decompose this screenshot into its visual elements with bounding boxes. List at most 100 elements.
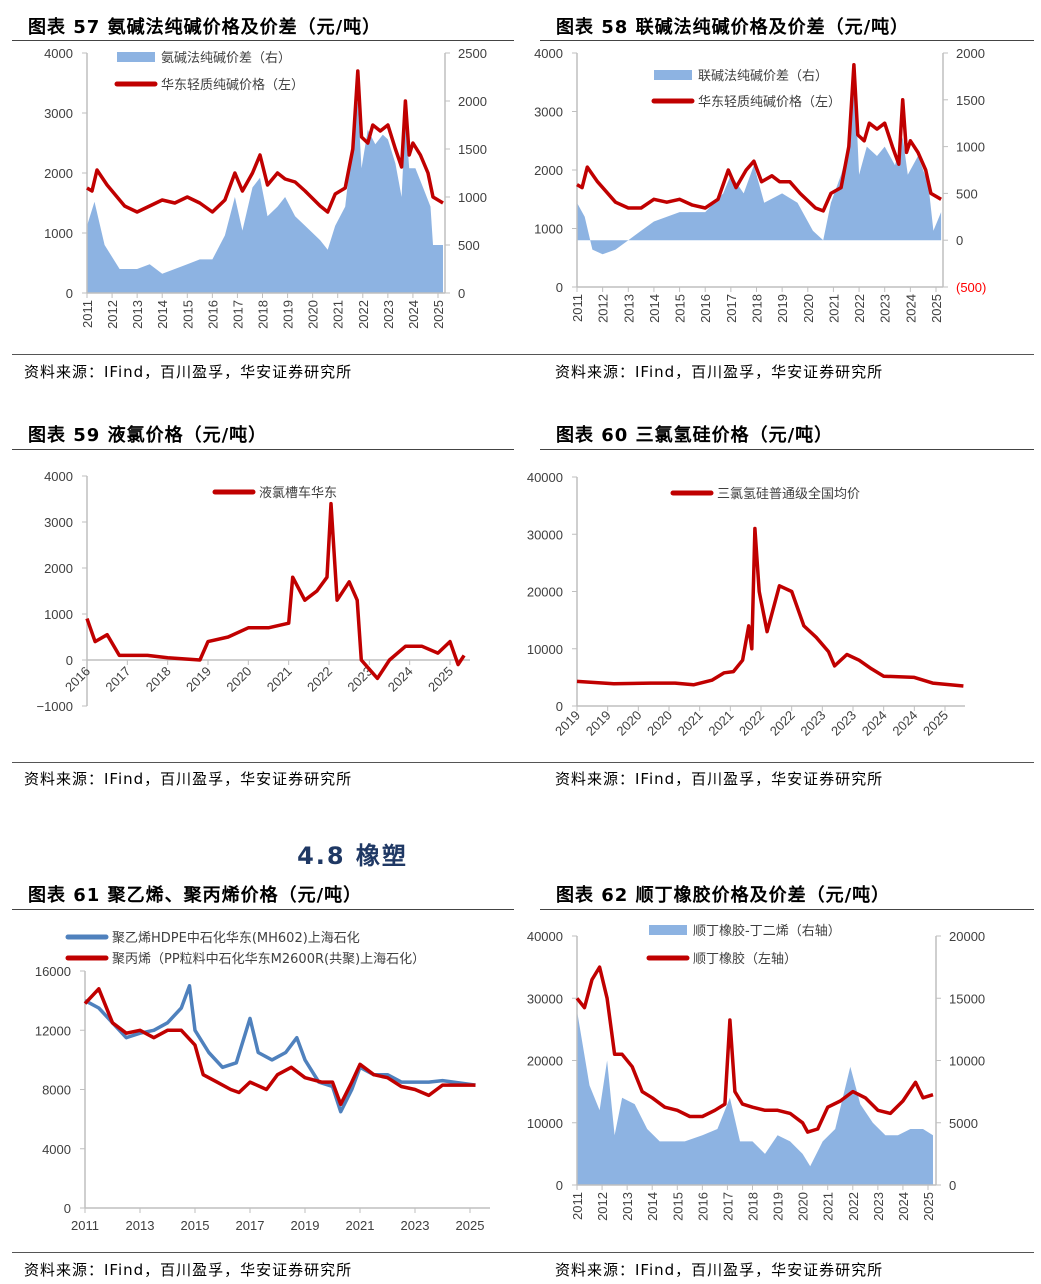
x-tick-label: 2023 — [828, 708, 859, 739]
y-tick-label-left: 8000 — [42, 1083, 71, 1098]
source-note: 资料来源：IFind，百川盈孚，华安证券研究所 — [24, 1261, 353, 1279]
x-tick-label: 2015 — [180, 300, 195, 329]
y-tick-label-left: 1000 — [44, 607, 73, 622]
y-tick-label-left: 2000 — [44, 166, 73, 181]
x-tick-label: 2012 — [105, 300, 120, 329]
legend-label: 华东轻质纯碱价格（左） — [698, 94, 841, 110]
y-tick-label-right: 0 — [956, 233, 963, 248]
source-note: 资料来源：IFind，百川盈孚，华安证券研究所 — [555, 770, 884, 788]
x-tick-label: 2019 — [183, 664, 214, 695]
y-tick-label-right: 500 — [956, 186, 978, 201]
spread-area-series — [87, 101, 444, 293]
x-tick-label: 2020 — [644, 708, 675, 739]
x-tick-label: 2016 — [62, 664, 93, 695]
y-tick-label-left: 16000 — [35, 964, 71, 979]
x-tick-label: 2018 — [746, 1192, 761, 1221]
x-tick-label: 2022 — [356, 300, 371, 329]
x-tick-label: 2022 — [852, 294, 867, 323]
chart-60-title: 图表 60 三氯氢硅价格（元/吨） — [556, 425, 834, 446]
y-tick-label-left: 4000 — [44, 46, 73, 61]
legend-label: 聚丙烯（PP粒料中石化华东M2600R(共聚)上海石化） — [112, 952, 425, 967]
x-tick-label: 2013 — [130, 300, 145, 329]
y-tick-label-right: 2000 — [458, 94, 487, 109]
x-tick-label: 2011 — [570, 1192, 585, 1220]
y-tick-label-right: 5000 — [949, 1116, 978, 1131]
spread-area-series — [577, 62, 942, 255]
legend-label: 聚乙烯HDPE中石化华东(MH602)上海石化 — [112, 931, 360, 946]
y-tick-label-right: 10000 — [949, 1054, 985, 1069]
x-tick-label: 2015 — [673, 294, 688, 323]
x-tick-label: 2012 — [595, 1192, 610, 1221]
x-tick-label: 2017 — [724, 294, 739, 323]
divider — [12, 40, 514, 41]
x-tick-label: 2023 — [878, 294, 893, 323]
x-tick-label: 2023 — [381, 300, 396, 329]
y-tick-label-right: 1500 — [458, 142, 487, 157]
x-tick-label: 2020 — [306, 300, 321, 329]
y-tick-label-left: 0 — [556, 699, 563, 714]
x-tick-label: 2022 — [846, 1192, 861, 1221]
x-tick-label: 2018 — [256, 300, 271, 329]
x-tick-label: 2023 — [401, 1218, 430, 1233]
x-tick-label: 2022 — [304, 664, 335, 695]
x-tick-label: 2024 — [889, 708, 920, 739]
legend-label: 顺丁橡胶（左轴） — [693, 951, 797, 967]
y-tick-label-left: 0 — [66, 653, 73, 668]
y-tick-label-right: 500 — [458, 238, 480, 253]
y-tick-label-left: 0 — [66, 286, 73, 301]
legend-swatch — [654, 70, 692, 80]
divider — [12, 354, 1034, 355]
y-tick-label-left: 10000 — [527, 642, 563, 657]
chart-59-title: 图表 59 液氯价格（元/吨） — [28, 425, 268, 446]
x-tick-label: 2025 — [431, 300, 446, 329]
legend-label: 氨碱法纯碱价差（右） — [161, 51, 291, 66]
legend-label: 联碱法纯碱价差（右） — [698, 69, 828, 84]
x-tick-label: 2017 — [236, 1218, 265, 1233]
x-tick-label: 2023 — [871, 1192, 886, 1221]
y-tick-label-right: 0 — [458, 286, 465, 301]
price-line-series — [86, 69, 444, 214]
divider — [12, 1252, 1034, 1253]
y-tick-label-right: 15000 — [949, 991, 985, 1006]
x-tick-label: 2018 — [143, 664, 174, 695]
legend-label: 华东轻质纯碱价格（左） — [161, 77, 304, 93]
price-line-series — [85, 501, 466, 681]
x-tick-label: 2024 — [896, 1192, 911, 1221]
source-note: 资料来源：IFind，百川盈孚，华安证券研究所 — [555, 1261, 884, 1279]
x-tick-label: 2025 — [920, 708, 951, 739]
y-tick-label-left: 1000 — [534, 222, 563, 237]
x-tick-label: 2014 — [647, 294, 662, 323]
price-line-series — [576, 526, 964, 688]
x-tick-label: 2022 — [767, 708, 798, 739]
x-tick-label: 2017 — [720, 1192, 735, 1221]
x-tick-label: 2019 — [775, 294, 790, 323]
x-tick-label: 2016 — [205, 300, 220, 329]
y-tick-label-left: 3000 — [44, 106, 73, 121]
x-tick-label: 2019 — [771, 1192, 786, 1221]
y-tick-label-right: 1000 — [458, 190, 487, 205]
x-tick-label: 2013 — [620, 1192, 635, 1221]
x-tick-label: 2025 — [921, 1192, 936, 1221]
y-tick-label-left: 12000 — [35, 1023, 71, 1038]
y-tick-label-left: 2000 — [534, 163, 563, 178]
chart-62-title: 图表 62 顺丁橡胶价格及价差（元/吨） — [556, 885, 891, 906]
source-note: 资料来源：IFind，百川盈孚，华安证券研究所 — [24, 770, 353, 788]
y-tick-label-left: 30000 — [527, 991, 563, 1006]
x-tick-label: 2019 — [583, 708, 614, 739]
x-tick-label: 2011 — [80, 300, 95, 328]
legend-swatch — [649, 925, 687, 935]
source-note: 资料来源：IFind，百川盈孚，华安证券研究所 — [555, 363, 884, 381]
divider — [12, 762, 1034, 763]
x-tick-label: 2024 — [903, 294, 918, 323]
x-tick-label: 2011 — [71, 1218, 99, 1233]
y-tick-label-left: 3000 — [534, 105, 563, 120]
y-tick-label-left: 4000 — [534, 46, 563, 61]
x-tick-label: 2019 — [552, 708, 583, 739]
x-tick-label: 2025 — [929, 294, 944, 323]
y-tick-label-left: 2000 — [44, 561, 73, 576]
y-tick-label-right: 1000 — [956, 140, 985, 155]
y-tick-label-left: 1000 — [44, 226, 73, 241]
